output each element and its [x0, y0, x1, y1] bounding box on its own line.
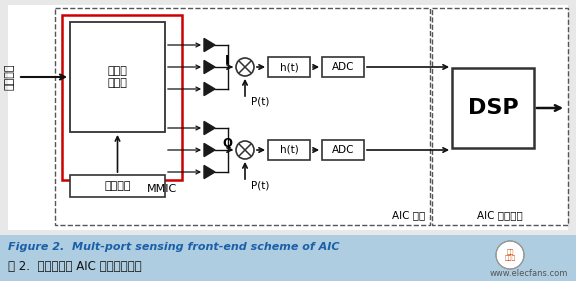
- Text: 电子
发烧友: 电子 发烧友: [505, 249, 516, 261]
- Bar: [322, 140, 364, 160]
- Text: Figure 2.  Mult-port sensing front-end scheme of AIC: Figure 2. Mult-port sensing front-end sc…: [8, 242, 339, 252]
- Text: 六端口
结前端: 六端口 结前端: [108, 66, 127, 88]
- Bar: [0, 235, 576, 281]
- Polygon shape: [204, 60, 215, 74]
- Bar: [268, 140, 310, 160]
- Bar: [70, 22, 165, 132]
- Polygon shape: [204, 166, 215, 179]
- Text: AIC 信息解调: AIC 信息解调: [477, 210, 523, 220]
- Text: AIC 前端: AIC 前端: [392, 210, 425, 220]
- Bar: [55, 8, 430, 225]
- Text: P(t): P(t): [251, 180, 270, 190]
- Polygon shape: [204, 143, 215, 157]
- Text: 射频输入: 射频输入: [5, 64, 15, 90]
- Text: 图 2.  多端口传感 AIC 前端结构框图: 图 2. 多端口传感 AIC 前端结构框图: [8, 260, 142, 273]
- Polygon shape: [204, 82, 215, 96]
- Text: h(t): h(t): [279, 62, 298, 72]
- Bar: [268, 57, 310, 77]
- Text: Q: Q: [222, 137, 232, 149]
- Text: P(t): P(t): [251, 97, 270, 107]
- Text: MMIC: MMIC: [147, 184, 177, 194]
- Circle shape: [236, 58, 254, 76]
- Bar: [62, 15, 182, 180]
- Text: h(t): h(t): [279, 145, 298, 155]
- Text: 参考载波: 参考载波: [104, 181, 131, 191]
- Text: I: I: [225, 53, 229, 67]
- Text: www.elecfans.com: www.elecfans.com: [490, 269, 568, 278]
- Text: DSP: DSP: [468, 98, 518, 118]
- Bar: [8, 5, 568, 230]
- Bar: [322, 57, 364, 77]
- Circle shape: [236, 141, 254, 159]
- Polygon shape: [204, 121, 215, 135]
- Bar: [432, 8, 568, 225]
- Bar: [452, 68, 534, 148]
- Circle shape: [496, 241, 524, 269]
- Text: ADC: ADC: [332, 145, 354, 155]
- Text: ADC: ADC: [332, 62, 354, 72]
- Bar: [0, 0, 576, 235]
- Polygon shape: [204, 38, 215, 52]
- Bar: [70, 175, 165, 197]
